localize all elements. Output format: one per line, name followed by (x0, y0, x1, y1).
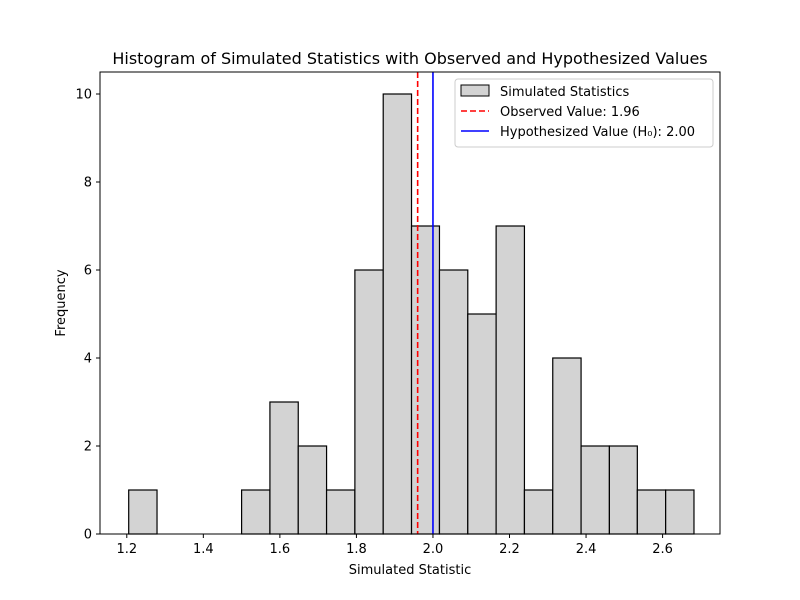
histogram-bar (580, 445, 610, 535)
histogram-bar (438, 269, 469, 535)
x-axis-label: Simulated Statistic (349, 563, 471, 578)
x-tick-label: 1.2 (116, 542, 137, 557)
y-tick-label: 4 (84, 352, 92, 367)
histogram-bar (552, 357, 582, 535)
y-axis-label: Frequency (54, 269, 69, 336)
histogram-bar (325, 489, 356, 535)
histogram-bar (665, 489, 695, 535)
legend-label-observed: Observed Value: 1.96 (500, 105, 640, 120)
y-tick-label: 2 (84, 440, 92, 455)
histogram-bar (382, 93, 413, 535)
histogram-bar (128, 489, 158, 535)
histogram-bar (241, 489, 271, 535)
x-tick-label: 1.6 (270, 542, 291, 557)
y-tick-label: 10 (75, 88, 92, 103)
x-tick-label: 1.8 (346, 542, 367, 557)
histogram-bar (636, 489, 667, 535)
y-tick-label: 8 (84, 176, 92, 191)
legend-label-hypothesized: Hypothesized Value (H₀): 2.00 (500, 125, 695, 140)
x-tick-label: 2.0 (423, 542, 444, 557)
x-tick-label: 2.6 (652, 542, 673, 557)
legend-swatch-simulated (460, 84, 490, 97)
histogram-bar (495, 225, 526, 535)
x-axis-ticks: 1.2 1.4 1.6 1.8 2.0 2.2 2.4 2.6 (116, 534, 673, 557)
legend-box (454, 78, 714, 148)
histogram-bar (297, 445, 328, 535)
histogram-bar (269, 401, 299, 535)
plot-area-frame (99, 71, 721, 535)
histogram-bar (410, 225, 441, 535)
histogram-bar (354, 269, 384, 535)
y-axis-ticks: 0 2 4 6 8 10 (75, 88, 100, 543)
histogram-bar (523, 489, 554, 535)
x-tick-label: 2.4 (576, 542, 597, 557)
reference-lines (416, 72, 434, 534)
histogram-bar (608, 445, 638, 535)
histogram-bar (467, 313, 497, 535)
x-tick-label: 1.4 (193, 542, 214, 557)
chart-title: Histogram of Simulated Statistics with O… (112, 49, 707, 68)
legend-label-simulated: Simulated Statistics (500, 85, 629, 100)
x-tick-label: 2.2 (499, 542, 520, 557)
legend: Simulated Statistics Observed Value: 1.9… (454, 78, 714, 148)
histogram-bars (128, 93, 695, 535)
y-tick-label: 6 (84, 264, 92, 279)
y-tick-label: 0 (84, 528, 92, 543)
